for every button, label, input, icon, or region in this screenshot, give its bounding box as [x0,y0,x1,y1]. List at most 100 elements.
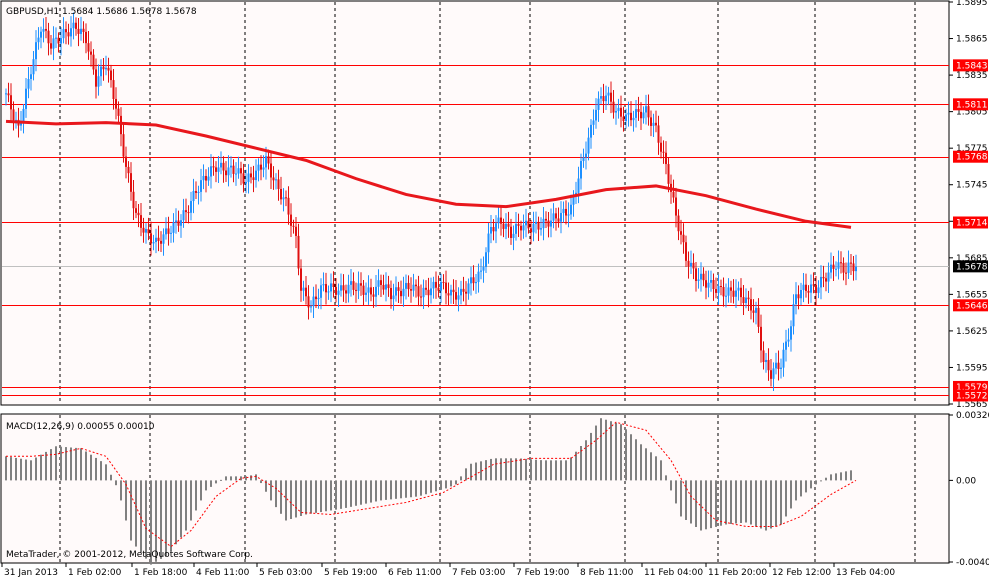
time-tick-label: 6 Feb 11:00 [388,568,442,578]
candle-body [512,233,515,238]
candle-body [410,289,412,291]
price-tick-label: 1.5805 [956,108,988,118]
candle-body [280,188,282,200]
candle-body [172,222,175,233]
candle-body [487,233,490,253]
candle-body [727,287,730,296]
macd-histogram-bar [60,446,62,481]
candle-body [540,228,542,230]
macd-histogram-bar [440,480,442,490]
macd-histogram-bar [530,459,532,481]
candle-body [785,341,787,350]
candle-body [597,98,600,110]
moving-average-series [5,119,852,229]
macd-histogram-bar [25,459,27,481]
macd-histogram-bar [10,457,12,481]
macd-histogram-bar [495,458,497,481]
candle-body [157,237,160,241]
candle-body [850,262,852,264]
candle-body [465,291,467,294]
candle-body [10,95,12,110]
candle-body [350,281,352,285]
candle-body [710,280,712,283]
candle-body [577,178,580,193]
candle-body [385,284,387,290]
time-tick-label: 7 Feb 03:00 [452,568,506,578]
candle-body [477,271,480,283]
time-tick-label: 4 Feb 11:00 [196,568,250,578]
macd-histogram-bar [115,480,117,486]
candle-body [432,281,435,289]
candle-body [745,297,747,304]
candle-body [557,218,560,222]
macd-histogram-bar [845,471,847,481]
current-price-text: 1.5678 [956,262,988,272]
candle-body [367,287,370,293]
candle-body [60,38,62,44]
macd-histogram-bar [180,480,182,538]
candle-body [832,264,835,269]
level-label-text: 1.5811 [956,100,988,110]
macd-histogram-bar [155,480,157,562]
macd-histogram-bar [95,457,97,481]
candle-body [135,208,137,213]
macd-histogram-bar [675,480,677,504]
candle-body [347,284,350,294]
macd-histogram-bar [135,480,137,547]
macd-histogram-bar [490,458,492,481]
candle-body [457,295,460,300]
candle-body [642,112,645,119]
candle-body [472,277,475,284]
macd-histogram-bar [820,480,822,482]
macd-histogram-bar [580,445,582,481]
macd-histogram-bar [30,460,32,481]
candle-body [85,31,87,44]
price-panel[interactable] [0,0,950,406]
macd-histogram-bar [555,460,557,481]
candle-body [467,283,470,294]
macd-histogram-bar [505,458,507,481]
macd-histogram-bar [430,480,432,493]
time-tick-label: 8 Feb 11:00 [580,568,634,578]
candle-body [317,297,320,300]
candle-body [495,223,497,232]
macd-histogram-bar [350,480,352,507]
macd-histogram-bar [380,480,382,501]
macd-histogram-bar [20,458,22,481]
candle-body [417,286,420,297]
macd-histogram-bar [615,422,617,481]
macd-histogram-bar [455,480,457,485]
macd-histogram-bar [450,480,452,487]
macd-histogram-bar [255,474,257,481]
candle-body [665,152,667,165]
candle-body [600,96,602,99]
candle-body [125,156,127,167]
candle-body [730,287,732,291]
candle-body [80,28,82,34]
candle-body [110,70,112,81]
candle-body [370,287,372,295]
candle-body [355,289,357,291]
candle-body [817,287,820,293]
candle-body [787,339,790,342]
macd-histogram-bar [825,477,827,481]
candle-body [702,273,705,281]
macd-histogram-bar [15,457,17,481]
macd-histogram-bar [550,460,552,481]
candle-body [290,214,292,226]
candle-body [312,296,315,307]
macd-histogram-bar [40,454,42,481]
candle-body [382,284,385,290]
level-label-text: 1.5768 [956,153,988,163]
price-tick-label: 1.5745 [956,181,988,191]
macd-histogram-bar [315,480,317,513]
candle-body [72,22,75,29]
macd-histogram-bar [215,480,217,484]
candle-body [765,359,767,363]
candle-body [327,291,330,293]
macd-histogram-bar [305,480,307,515]
candle-body [485,252,487,268]
macd-histogram-bar [280,480,282,514]
